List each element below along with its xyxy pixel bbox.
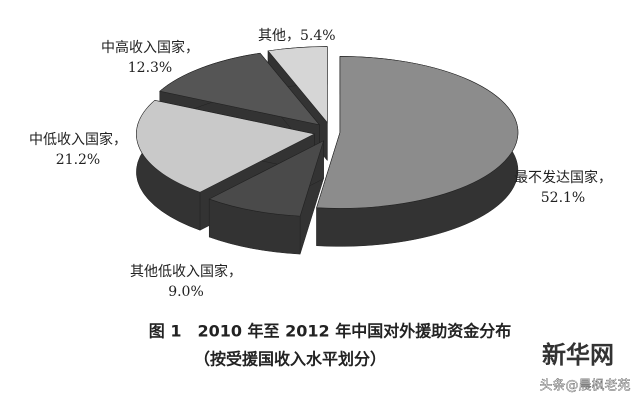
- watermark: 新华网: [542, 341, 614, 369]
- slice-label: 其他，: [258, 28, 300, 44]
- slice: [316, 56, 519, 209]
- value-label: 21.2%: [56, 152, 100, 168]
- caption: （按受援国收入水平划分）: [194, 350, 386, 369]
- slice: [159, 52, 321, 126]
- value-label: 5.4%: [300, 28, 336, 44]
- slice: [208, 140, 325, 217]
- slice-label: 最不发达国家，: [514, 169, 612, 186]
- pie: [136, 46, 519, 255]
- value-label: 52.1%: [541, 190, 585, 206]
- value-label: 12.3%: [128, 60, 172, 76]
- slice: [267, 46, 328, 124]
- slice-label: 中高收入国家，: [101, 39, 199, 56]
- value-label: 9.0%: [168, 284, 204, 300]
- slice-label: 其他低收入国家，: [130, 263, 242, 280]
- slice-label: 中低收入国家，: [29, 131, 127, 148]
- slice: [136, 100, 316, 193]
- watermark: 头条@晨枫老苑: [539, 378, 630, 394]
- caption: 图 1 2010 年至 2012 年中国对外援助资金分布: [149, 322, 511, 341]
